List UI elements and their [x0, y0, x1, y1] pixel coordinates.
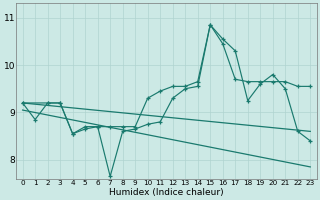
- X-axis label: Humidex (Indice chaleur): Humidex (Indice chaleur): [109, 188, 224, 197]
